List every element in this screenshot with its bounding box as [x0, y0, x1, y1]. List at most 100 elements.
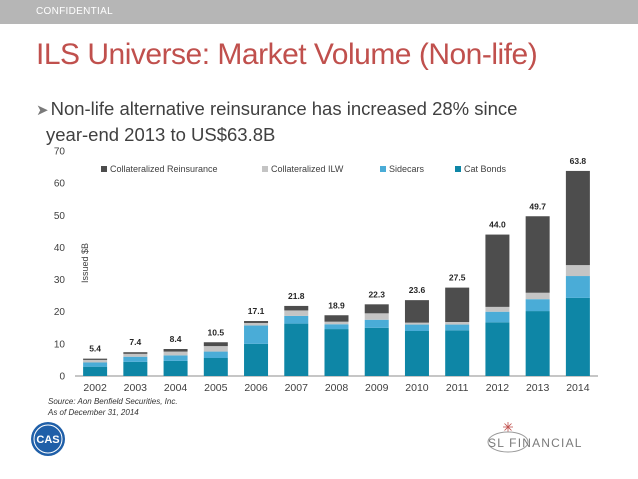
arrow-bullet-icon: ➤ [36, 102, 49, 119]
bar-segment-collateralized-reinsurance [163, 349, 188, 352]
y-axis-label: Issued $B [80, 243, 90, 283]
x-tick-label: 2011 [446, 382, 469, 394]
legend-swatch [262, 166, 268, 172]
bar-total-label: 17.1 [248, 306, 265, 316]
bar-segment-collateralized-reinsurance [485, 234, 510, 307]
bar-segment-collateralized-reinsurance [324, 315, 349, 322]
legend-swatch [455, 166, 461, 172]
bar-segment-collateralized-reinsurance [565, 170, 590, 266]
y-tick-label: 60 [54, 179, 66, 190]
x-tick-label: 2010 [405, 382, 429, 394]
bullet-line-2: year-end 2013 to US$63.8B [46, 124, 276, 145]
bar-segment-collateralized-reinsurance [203, 342, 228, 347]
bar-segment-sidecars [485, 311, 510, 323]
bar-segment-cat-bonds [404, 331, 429, 376]
source-note: Source: Aon Benfield Securities, Inc. As… [48, 396, 178, 418]
legend-swatch [380, 166, 386, 172]
bar-total-label: 22.3 [368, 289, 385, 299]
cas-logo-text: CAS [36, 434, 59, 446]
bar-segment-sidecars [284, 315, 309, 324]
bar-segment-collateralized-ilw [163, 351, 188, 356]
bar-segment-cat-bonds [284, 323, 309, 376]
legend-swatch [101, 166, 107, 172]
bar-total-label: 27.5 [449, 273, 466, 283]
cas-logo: CAS [31, 422, 65, 456]
legend-label: Cat Bonds [464, 164, 507, 174]
bar-segment-collateralized-ilw [123, 353, 148, 357]
bar-segment-cat-bonds [525, 311, 550, 376]
x-tick-label: 2014 [566, 382, 590, 394]
bar-segment-collateralized-reinsurance [364, 304, 389, 314]
bar-segment-collateralized-ilw [565, 265, 590, 277]
bar-segment-collateralized-ilw [324, 321, 349, 325]
bar-segment-sidecars [364, 319, 389, 328]
source-line-2: As of December 31, 2014 [48, 408, 139, 417]
bar-segment-cat-bonds [364, 327, 389, 376]
x-tick-label: 2013 [526, 382, 550, 394]
bar-segment-collateralized-ilw [83, 359, 108, 363]
y-tick-label: 20 [54, 307, 66, 318]
y-tick-label: 70 [54, 147, 66, 158]
y-tick-label: 50 [54, 211, 66, 222]
bar-segment-sidecars [525, 299, 550, 312]
bar-segment-cat-bonds [123, 361, 148, 376]
bar-segment-cat-bonds [565, 297, 590, 376]
bar-segment-collateralized-reinsurance [525, 216, 550, 293]
legend-label: Collateralized ILW [271, 164, 344, 174]
bar-segment-collateralized-reinsurance [445, 287, 470, 322]
header-bar: CONFIDENTIAL [0, 0, 638, 24]
bar-total-label: 21.8 [288, 291, 305, 301]
x-tick-label: 2002 [83, 382, 107, 394]
bar-total-label: 63.8 [570, 156, 587, 166]
bar-segment-sidecars [244, 325, 269, 344]
x-tick-label: 2007 [285, 382, 309, 394]
bar-segment-collateralized-ilw [364, 313, 389, 320]
bar-total-label: 23.6 [409, 285, 426, 295]
confidential-label: CONFIDENTIAL [36, 6, 113, 17]
bar-segment-cat-bonds [324, 329, 349, 376]
bar-segment-sidecars [83, 362, 108, 367]
x-tick-label: 2005 [204, 382, 228, 394]
bar-segment-sidecars [445, 324, 470, 331]
bar-segment-collateralized-reinsurance [83, 358, 108, 360]
bar-segment-sidecars [565, 276, 590, 298]
sl-financial-logo: SL FINANCIAL [487, 422, 583, 453]
bar-segment-cat-bonds [203, 358, 228, 376]
bar-total-label: 49.7 [529, 201, 546, 211]
bar-segment-cat-bonds [163, 360, 188, 376]
bar-segment-collateralized-ilw [485, 306, 510, 312]
bar-segment-sidecars [324, 324, 349, 330]
bar-total-label: 7.4 [129, 337, 141, 347]
bar-segment-sidecars [203, 351, 228, 358]
bar-total-label: 8.4 [170, 334, 182, 344]
legend-label: Collateralized Reinsurance [110, 164, 218, 174]
slide-title: ILS Universe: Market Volume (Non-life) [36, 38, 538, 71]
bar-segment-cat-bonds [244, 343, 269, 376]
bar-segment-collateralized-ilw [525, 292, 550, 300]
x-tick-label: 2006 [244, 382, 268, 394]
bar-total-label: 18.9 [328, 300, 345, 310]
y-tick-label: 40 [54, 243, 66, 254]
bullet-line-1: Non-life alternative reinsurance has inc… [50, 98, 518, 119]
bar-segment-cat-bonds [445, 330, 470, 376]
bullet-point: ➤ Non-life alternative reinsurance has in… [36, 97, 596, 147]
bar-segment-collateralized-ilw [284, 310, 309, 316]
y-tick-label: 30 [54, 275, 66, 286]
bar-segment-cat-bonds [83, 366, 108, 376]
bar-total-label: 10.5 [208, 327, 225, 337]
bar-segment-collateralized-ilw [244, 322, 269, 326]
bar-segment-sidecars [163, 355, 188, 361]
bar-total-label: 44.0 [489, 220, 506, 230]
bar-segment-collateralized-ilw [203, 346, 228, 352]
sl-financial-logo-text: SL FINANCIAL [488, 436, 583, 450]
y-tick-label: 0 [59, 372, 65, 383]
legend-label: Sidecars [389, 164, 425, 174]
bar-segment-sidecars [404, 324, 429, 331]
source-line-1: Source: Aon Benfield Securities, Inc. [48, 397, 178, 406]
bar-total-label: 5.4 [89, 344, 101, 354]
bar-segment-sidecars [123, 356, 148, 362]
x-tick-label: 2004 [164, 382, 188, 394]
bar-segment-collateralized-ilw [445, 322, 470, 325]
x-tick-label: 2008 [325, 382, 349, 394]
